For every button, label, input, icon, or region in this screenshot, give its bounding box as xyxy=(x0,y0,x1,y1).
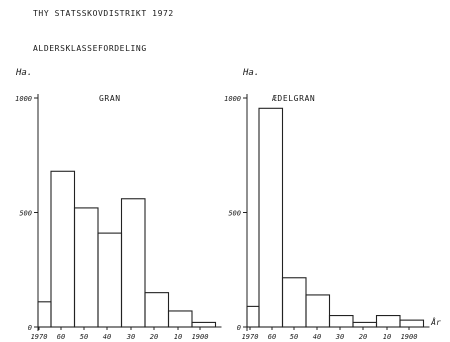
x-tick-label: 60 xyxy=(57,333,65,341)
y-tick-label: 500 xyxy=(19,210,32,218)
y-axis-label: Ha. xyxy=(15,68,32,78)
y-tick-label: 500 xyxy=(228,210,241,218)
histogram-bar xyxy=(352,321,378,328)
histogram-bar xyxy=(399,319,425,328)
x-tick-label: 10 xyxy=(383,333,391,341)
panel-title: ÆDELGRAN xyxy=(272,94,315,103)
x-tick-label: 40 xyxy=(313,333,321,341)
document-subtitle: ALDERSKLASSEFORDELING xyxy=(33,44,147,53)
x-tick-label: 30 xyxy=(126,333,135,341)
y-tick-label: 1000 xyxy=(15,95,32,103)
histogram-bar xyxy=(167,310,193,328)
y-tick-label: 0 xyxy=(237,324,241,332)
histogram-bar xyxy=(120,198,146,328)
histogram-bar xyxy=(191,321,217,328)
panel-title: GRAN xyxy=(99,94,121,103)
x-tick-label: 50 xyxy=(80,333,88,341)
x-tick-label: 1970 xyxy=(31,333,48,341)
y-axis-label: Ha. xyxy=(242,68,259,78)
x-tick-label: 1900 xyxy=(192,333,209,341)
x-tick-label: 20 xyxy=(150,333,158,341)
histogram-bar xyxy=(50,170,76,328)
x-tick-label: 60 xyxy=(268,333,276,341)
histogram-bar xyxy=(37,301,52,328)
histogram-bar xyxy=(328,314,354,328)
x-tick-label: 1900 xyxy=(401,333,418,341)
histogram-bar xyxy=(375,314,401,328)
histogram-bar xyxy=(73,207,99,328)
histogram-bar xyxy=(258,107,284,328)
x-tick-label: 30 xyxy=(335,333,344,341)
histogram-bar xyxy=(305,294,331,328)
x-axis-label: År xyxy=(430,316,441,327)
x-tick-label: 10 xyxy=(174,333,182,341)
x-tick-label: 1970 xyxy=(242,333,259,341)
x-tick-label: 20 xyxy=(359,333,367,341)
y-tick-label: 0 xyxy=(28,324,32,332)
histogram-bar xyxy=(97,232,123,328)
histogram-bar xyxy=(281,277,307,328)
x-tick-label: 50 xyxy=(290,333,298,341)
histogram-bar xyxy=(144,292,170,328)
document-title: THY STATSSKOVDISTRIKT 1972 xyxy=(33,9,174,18)
y-tick-label: 1000 xyxy=(224,95,241,103)
x-tick-label: 40 xyxy=(103,333,111,341)
histogram-bar xyxy=(246,305,260,328)
